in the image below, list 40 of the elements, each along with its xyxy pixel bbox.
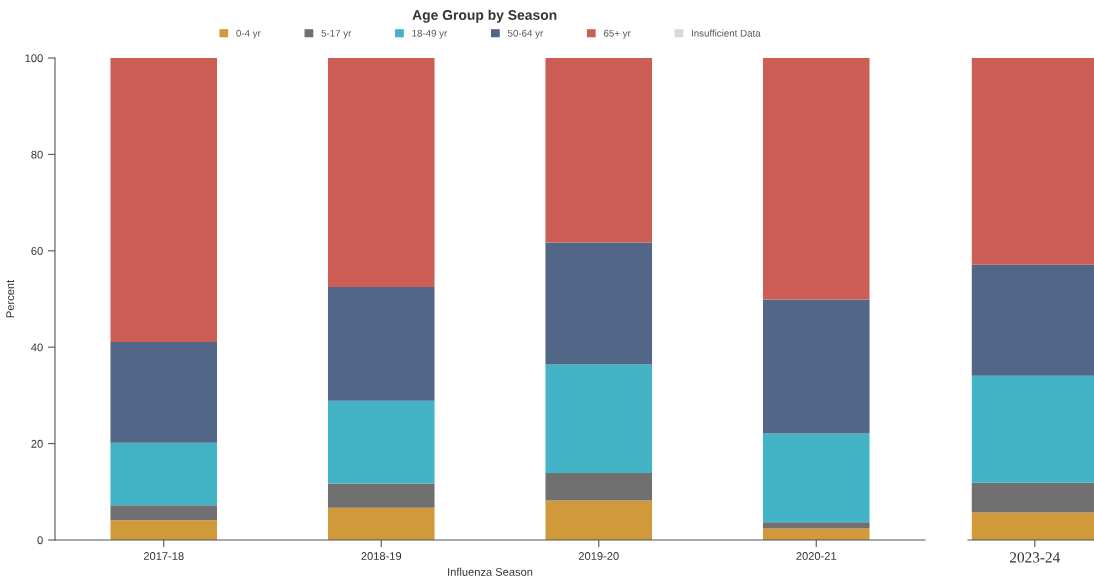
y-tick-label: 20 bbox=[31, 439, 43, 448]
y-tick-label: 60 bbox=[31, 247, 43, 255]
legend-label: Insufficient Data bbox=[691, 29, 761, 37]
legend-label: 65+ yr bbox=[603, 29, 631, 39]
x-axis-title: Influenza Season bbox=[448, 567, 533, 576]
x-tick-label: 2017-18 bbox=[143, 552, 184, 560]
bar bbox=[327, 483, 435, 508]
bar bbox=[762, 522, 870, 529]
legend-label: 18-49 yr bbox=[412, 29, 448, 39]
legend-label: 50-64 yr bbox=[507, 29, 544, 39]
y-tick-label: 80 bbox=[31, 150, 43, 159]
y-tick-label: 0 bbox=[37, 536, 43, 545]
x-tick-label: 2019-20 bbox=[578, 552, 619, 560]
bar bbox=[327, 400, 435, 484]
bar bbox=[110, 520, 218, 540]
bar bbox=[327, 286, 435, 401]
bar bbox=[545, 242, 653, 365]
bar bbox=[110, 442, 218, 506]
x-tick-label: 2020-21 bbox=[796, 552, 837, 560]
bar bbox=[545, 473, 653, 501]
y-tick-label: 40 bbox=[31, 343, 43, 352]
bar bbox=[327, 507, 435, 540]
bar bbox=[545, 500, 653, 540]
y-axis-title: Percent bbox=[6, 279, 15, 318]
bar bbox=[545, 58, 653, 243]
legend-label: 0-4 yr bbox=[236, 29, 261, 39]
bar bbox=[110, 58, 218, 342]
bar bbox=[762, 58, 870, 300]
x-tick-label: 2018-19 bbox=[361, 552, 402, 560]
legend-label: 5-17 yr bbox=[321, 29, 352, 39]
bar bbox=[762, 433, 870, 523]
y-tick-label: 100 bbox=[25, 54, 43, 63]
bar bbox=[110, 505, 218, 521]
bar bbox=[545, 364, 653, 473]
bar bbox=[110, 341, 218, 443]
x-tick-label: 2023-24 bbox=[1009, 552, 1060, 563]
bar bbox=[327, 58, 435, 287]
bar bbox=[762, 528, 870, 540]
bar bbox=[762, 299, 870, 434]
chart-title: Age Group by Season bbox=[412, 9, 557, 23]
